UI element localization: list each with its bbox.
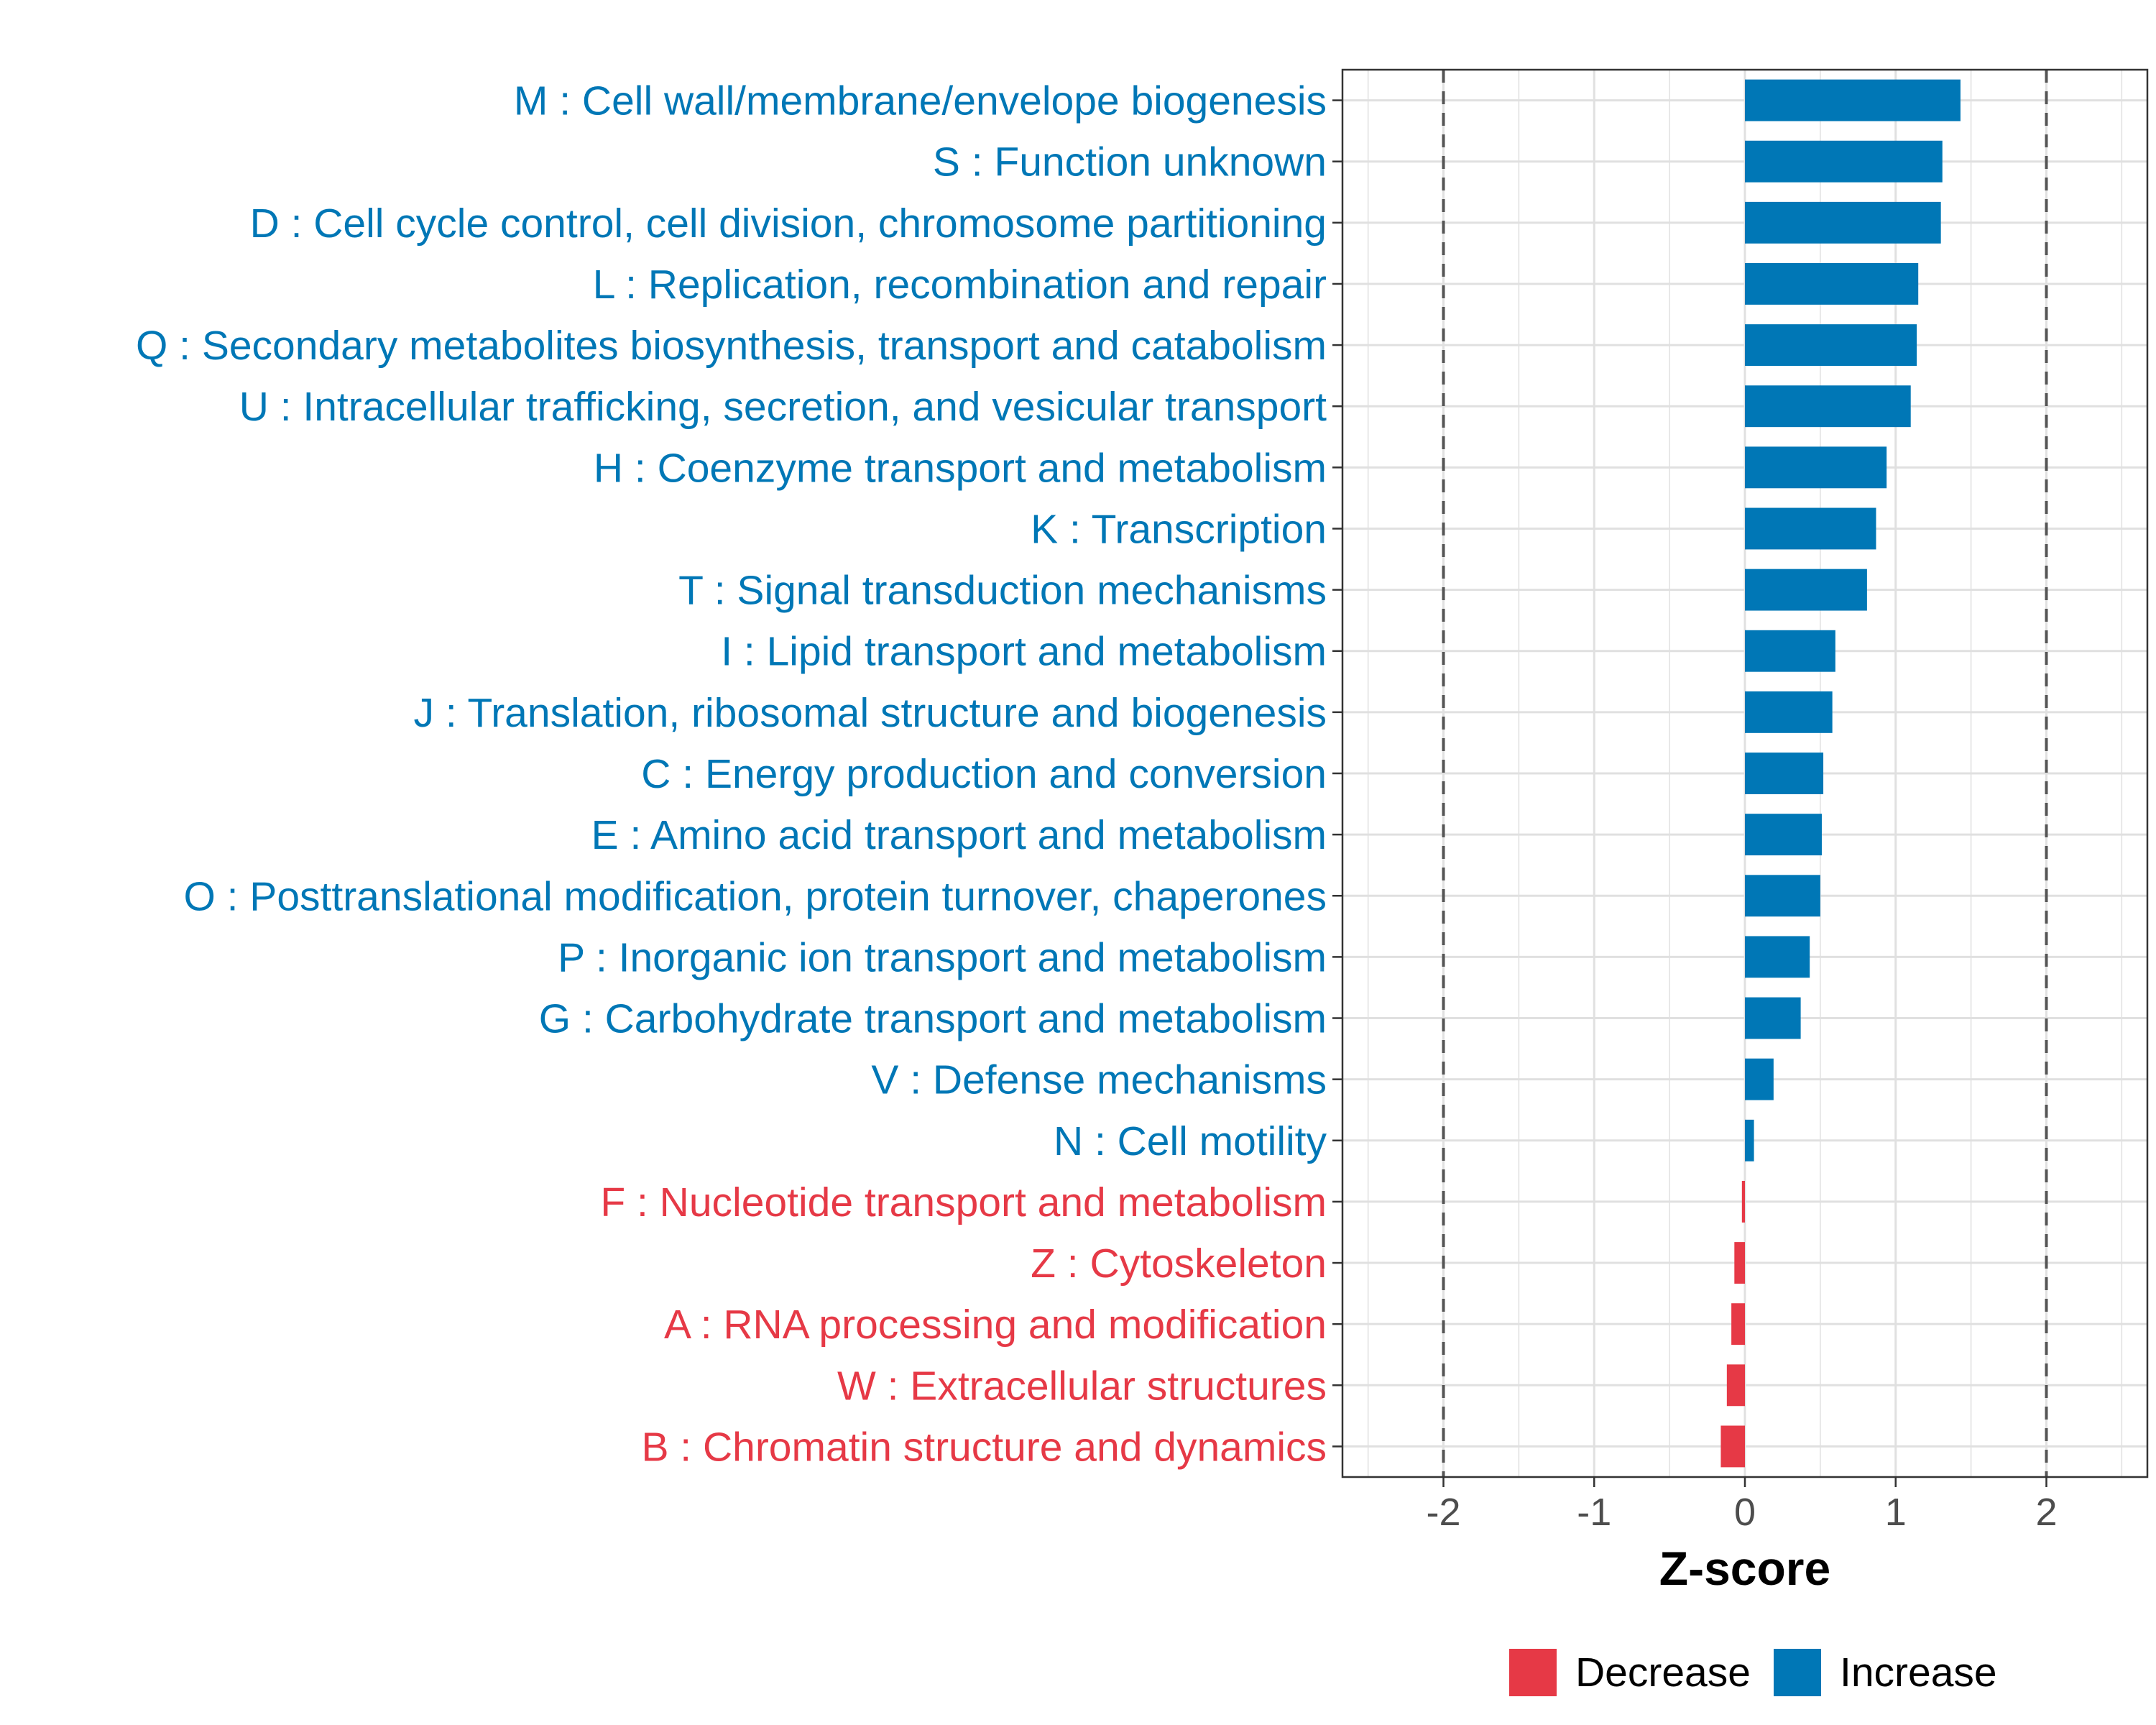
bar <box>1720 1425 1745 1468</box>
bar <box>1745 1058 1774 1100</box>
y-axis-ticks <box>1332 99 1342 1448</box>
bar <box>1745 446 1887 489</box>
category-label: B : Chromatin structure and dynamics <box>641 1424 1327 1470</box>
bar <box>1745 569 1867 611</box>
category-label: E : Amino acid transport and metabolism <box>591 812 1327 858</box>
legend-key-increase <box>1774 1649 1821 1696</box>
legend: Decrease Increase <box>1509 1649 1997 1696</box>
category-label: C : Energy production and conversion <box>641 751 1327 797</box>
legend-label-decrease: Decrease <box>1575 1650 1751 1696</box>
bar <box>1745 630 1835 672</box>
bar <box>1745 140 1943 183</box>
bar <box>1741 1180 1745 1223</box>
category-label: O : Posttranslational modification, prot… <box>183 873 1327 919</box>
category-label: S : Function unknown <box>933 139 1327 185</box>
category-label: F : Nucleotide transport and metabolism <box>600 1179 1327 1225</box>
bar <box>1745 753 1824 794</box>
y-axis-labels: M : Cell wall/membrane/envelope biogenes… <box>136 78 1327 1471</box>
category-label: A : RNA processing and modification <box>664 1302 1327 1348</box>
category-label: J : Translation, ribosomal structure and… <box>414 690 1327 736</box>
bar <box>1745 691 1833 733</box>
category-label: P : Inorganic ion transport and metaboli… <box>558 934 1327 980</box>
bar <box>1734 1242 1745 1284</box>
reference-lines <box>1442 70 2048 1477</box>
bar <box>1745 997 1801 1039</box>
bar <box>1745 507 1876 550</box>
bar <box>1745 201 1941 244</box>
category-label: V : Defense mechanisms <box>871 1057 1327 1103</box>
category-label: D : Cell cycle control, cell division, c… <box>250 201 1327 247</box>
category-label: U : Intracellular trafficking, secretion… <box>239 384 1327 430</box>
category-label: Z : Cytoskeleton <box>1031 1241 1327 1287</box>
x-tick-label: 2 <box>2035 1491 2057 1534</box>
category-label: N : Cell motility <box>1054 1118 1327 1164</box>
x-tick-label: 1 <box>1885 1491 1907 1534</box>
bar <box>1745 324 1917 367</box>
bar <box>1745 875 1820 917</box>
category-label: Q : Secondary metabolites biosynthesis, … <box>136 323 1327 369</box>
bar <box>1745 79 1961 121</box>
bar <box>1745 263 1919 305</box>
category-label: G : Carbohydrate transport and metabolis… <box>539 996 1327 1042</box>
x-axis-ticks <box>1442 1477 2047 1487</box>
bar <box>1745 385 1911 428</box>
x-axis-title: Z-score <box>1659 1542 1830 1595</box>
legend-key-decrease <box>1509 1649 1557 1696</box>
category-label: T : Signal transduction mechanisms <box>678 568 1327 614</box>
bar <box>1726 1364 1745 1407</box>
x-tick-label: -1 <box>1577 1491 1611 1534</box>
legend-label-increase: Increase <box>1840 1650 1997 1696</box>
category-label: L : Replication, recombination and repai… <box>593 262 1327 308</box>
category-label: I : Lipid transport and metabolism <box>721 629 1327 675</box>
bar <box>1745 936 1810 978</box>
bar <box>1745 814 1822 856</box>
category-label: H : Coenzyme transport and metabolism <box>594 445 1327 491</box>
bar <box>1731 1303 1745 1346</box>
x-axis-labels: -2 -1 0 1 2 <box>1427 1491 2058 1534</box>
bar <box>1745 1119 1754 1162</box>
bars <box>1720 79 1961 1468</box>
category-label: W : Extracellular structures <box>837 1363 1327 1409</box>
x-tick-label: -2 <box>1427 1491 1461 1534</box>
category-label: M : Cell wall/membrane/envelope biogenes… <box>514 78 1327 124</box>
x-tick-label: 0 <box>1734 1491 1756 1534</box>
category-label: K : Transcription <box>1031 506 1327 552</box>
